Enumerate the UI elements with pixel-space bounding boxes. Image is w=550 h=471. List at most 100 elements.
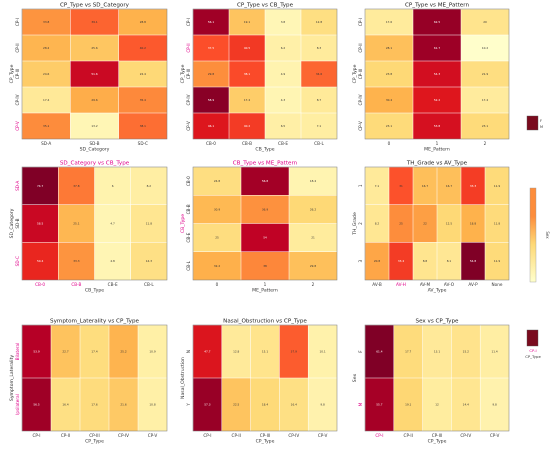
heatmap-cell [192, 86, 230, 114]
heatmap-cell [221, 377, 252, 432]
cell-value-label: 32.2 [214, 264, 220, 268]
x-tick-label: 1 [436, 141, 439, 146]
cell-value-label: 33.3 [73, 259, 79, 263]
y-tick-label: CP-V [186, 121, 191, 131]
heatmap-cell [192, 60, 230, 88]
heatmap-cell [250, 324, 280, 379]
x-tick-label: CB-L [314, 141, 324, 146]
x-tick-label: AV-M [420, 282, 431, 287]
cell-value-label: 4.8 [110, 259, 115, 263]
heatmap-title: TH_Grade vs AV_Type [406, 161, 468, 167]
y-axis-label: Sex [352, 374, 358, 383]
heatmap-cell [484, 242, 510, 281]
cell-value-label: 8.2 [147, 184, 152, 188]
y-tick-label: F [358, 350, 363, 353]
cell-value-label: 22.5 [233, 403, 239, 407]
heatmap-cell [264, 112, 302, 140]
heatmap-cell [108, 377, 139, 432]
y-tick-label: CP-IV [358, 94, 363, 105]
cell-value-label: 38 [263, 264, 267, 268]
x-axis-label: CB_Type [85, 288, 104, 294]
heatmap-cell [240, 251, 290, 281]
heatmap-cell [412, 34, 462, 62]
y-tick-label: CP-III [15, 69, 20, 80]
heatmap-cell [460, 60, 510, 88]
y-tick-label: CP-I [186, 18, 191, 26]
colorbar-gradient [529, 187, 537, 283]
heatmap-cell [451, 377, 481, 432]
heatmap-cell [479, 377, 510, 432]
heatmap-cell [393, 377, 424, 432]
y-axis-label: SD_Category [9, 208, 15, 238]
cell-value-label: 25 [399, 222, 403, 226]
y-axis-label: CB_Type [180, 214, 186, 233]
colorbar-bottom-swatch [526, 329, 539, 347]
cell-value-label: 7.1 [375, 184, 380, 188]
x-tick-label: AV-B [372, 282, 382, 287]
heatmap-cell [240, 166, 290, 196]
cell-value-label: 10.9 [149, 350, 155, 354]
cell-value-label: 58.9 [208, 98, 214, 102]
cell-value-label: 8.2 [375, 222, 380, 226]
cell-value-label: 34.6 [316, 72, 322, 76]
y-tick-label: CB-L [186, 260, 191, 270]
y-tick-label: 1 [358, 184, 363, 187]
cell-value-label: 54.3 [434, 72, 440, 76]
cell-value-label: 40.5 [244, 46, 250, 50]
heatmap-cell [412, 60, 462, 88]
x-tick-label: CP-IV [460, 433, 471, 438]
heatmap-title: CP_Type vs SD_Category [60, 3, 130, 9]
x-tick-label: CB-E [278, 141, 288, 146]
heatmap-cell [118, 112, 168, 140]
cell-value-label: 4.7 [110, 222, 115, 226]
y-tick-label: Ipsilateral [15, 394, 20, 415]
y-tick-label: Bilateral [15, 343, 20, 360]
cell-value-label: 3.8 [281, 20, 286, 24]
y-axis-label: CP_Type [180, 64, 186, 83]
cell-value-label: 24.6 [43, 72, 49, 76]
cell-value-label: 18.4 [310, 179, 316, 183]
x-axis-label: AV_Type [428, 288, 447, 294]
plot-frame [192, 166, 338, 281]
cell-value-label: 17.6 [91, 403, 97, 407]
legend-sublabel: CP_Type [525, 354, 541, 359]
cell-value-label: 13.2 [91, 124, 97, 128]
plot-frame [192, 324, 338, 432]
heatmap-cell [21, 60, 71, 88]
x-axis-label: ME_Pattern [252, 288, 278, 294]
x-tick-label: SD-A [41, 141, 51, 146]
heatmap-cell [364, 324, 395, 379]
cell-value-label: 10.2 [482, 46, 488, 50]
cell-value-label: 30.9 [214, 207, 220, 211]
heatmap-cell [118, 86, 168, 114]
heatmap-cell [94, 166, 132, 206]
cell-value-label: 61.7 [434, 46, 440, 50]
y-tick-label: CB-0 [186, 176, 191, 186]
heatmap-cell [460, 86, 510, 114]
heatmap-panel: Symptom_Laterality vs CP_Type 53.9 22.7 17.… [9, 319, 168, 445]
y-tick-label: CP-II [15, 43, 20, 52]
colorbar-label: Sex [545, 231, 550, 239]
y-tick-label: CP-V [15, 121, 20, 131]
cell-value-label: 22 [423, 222, 427, 226]
heatmap-cell [300, 8, 338, 36]
y-tick-label: CP-IV [15, 94, 20, 105]
cell-value-label: 19.1 [244, 20, 250, 24]
heatmap-cell [58, 242, 96, 281]
x-tick-label: CP-IV [288, 433, 299, 438]
heatmap-cell [364, 34, 414, 62]
cell-value-label: 33.3 [470, 184, 476, 188]
cell-value-label: 16.7 [446, 184, 452, 188]
heatmap-cell [228, 34, 266, 62]
x-tick-label: CP-III [260, 433, 271, 438]
heatmap-cell [422, 324, 452, 379]
x-tick-label: AV-H [396, 282, 406, 287]
heatmap-cell [137, 377, 168, 432]
heatmap-title: CP_Type vs ME_Pattern [405, 3, 469, 9]
heatmap-panel: Sex vs CP_Type 61.4 17.7 13.1 15.2 11.4 55.7 19… [352, 319, 510, 445]
cell-value-label: 11.9 [494, 259, 500, 263]
cell-value-label: 12.8 [233, 350, 239, 354]
cell-value-label: 7.1 [317, 124, 322, 128]
